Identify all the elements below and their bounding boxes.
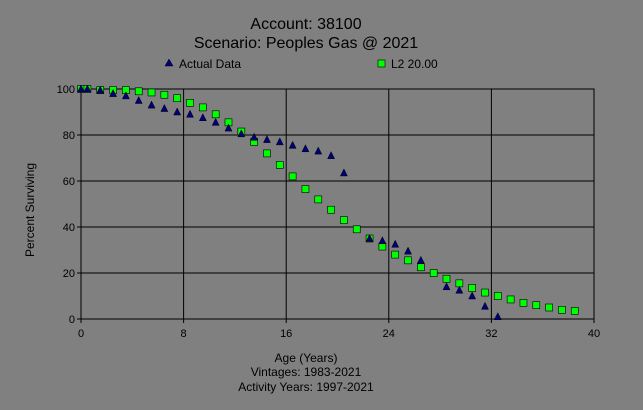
chart-subtitle: Scenario: Peoples Gas @ 2021 [194,35,418,52]
model-point [417,263,425,272]
actual-point [224,123,233,132]
y-tick-label: 20 [63,268,75,280]
actual-point [83,84,92,93]
model-point [545,303,553,312]
x-tick-label: 0 [78,328,84,340]
model-point [558,305,566,314]
model-point [147,88,156,97]
actual-point [365,233,374,242]
model-point [532,301,541,310]
actual-point [275,137,284,146]
actual-point [160,103,169,112]
model-point [134,87,143,96]
actual-point [263,135,271,143]
y-tick-labels: 0 20 40 60 80 100 [57,84,75,326]
actual-point [173,107,182,116]
model-point [199,103,207,112]
y-tick-label: 40 [63,222,75,234]
chart-title: Account: 38100 [250,16,361,33]
actual-point [493,312,502,320]
actual-point [121,91,130,100]
model-point [391,250,400,259]
actual-point [301,144,310,153]
legend-actual-label: Actual Data [179,57,241,71]
activity-years-note: Activity Years: 1997-2021 [238,380,374,394]
y-tick-label: 0 [69,314,75,326]
gridlines [77,88,595,323]
model-point [288,172,297,181]
plot-area [80,88,595,320]
model-point [211,110,220,119]
model-point [314,195,323,204]
model-point [263,149,271,158]
model-point [160,90,169,99]
actual-point [250,132,259,141]
actual-point [455,285,464,294]
model-point [481,288,489,297]
vintages-note: Vintages: 1983-2021 [251,365,362,379]
actual-point [211,117,220,126]
model-point [378,242,387,251]
legend: Actual Data L2 20.00 [164,57,438,71]
model-point [301,185,310,193]
model-point [429,269,438,277]
model-point [275,161,284,169]
y-tick-label: 100 [57,84,75,96]
actual-point [416,255,425,264]
model-point [519,299,528,307]
model-point [340,216,348,224]
actual-point [314,146,323,155]
x-tick-label: 32 [485,328,497,340]
model-point [468,284,476,292]
actual-point [481,301,489,310]
model-point [352,225,361,234]
actual-point [186,109,194,118]
actual-point [468,291,477,300]
actual-point [96,85,105,94]
actual-point [109,89,117,97]
y-tick-label: 80 [63,130,75,142]
x-tick-label: 24 [383,328,395,340]
actual-point [404,246,412,255]
actual-point [391,239,400,248]
x-tick-labels: 0 8 16 24 32 40 [78,328,600,340]
x-tick-label: 40 [588,328,600,340]
y-axis-label: Percent Surviving [23,163,37,257]
actual-point [77,84,85,93]
actual-point [340,168,348,177]
x-tick-label: 8 [181,328,187,340]
actual-point [288,140,297,149]
actual-point [442,282,451,291]
model-point [442,274,451,283]
data-points [77,84,579,320]
model-point [494,292,502,300]
x-tick-label: 16 [280,328,292,340]
model-point [186,99,194,107]
model-point [327,205,335,214]
actual-point [327,151,335,159]
model-point [173,94,181,102]
model-point [506,295,515,304]
y-tick-label: 60 [63,176,75,188]
actual-point [198,113,207,121]
actual-point [378,236,387,245]
actual-point [237,129,246,138]
model-point [570,307,579,315]
legend-model-marker [377,59,386,68]
legend-actual-marker [164,58,174,67]
actual-point [147,100,156,109]
legend-model-label: L2 20.00 [391,57,438,71]
actual-point [134,95,143,104]
model-point [404,256,412,265]
x-axis-label: Age (Years) [275,351,338,365]
